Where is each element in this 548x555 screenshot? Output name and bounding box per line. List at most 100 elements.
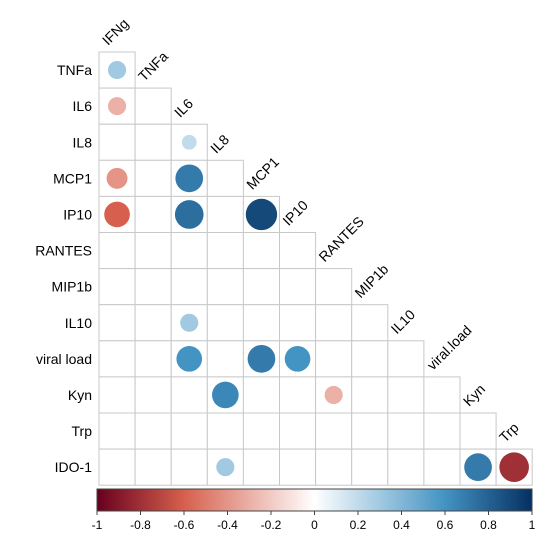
colorbar-tick-label: -1 — [92, 518, 103, 532]
corr-circle-ip10-mcp1 — [245, 198, 278, 231]
grid-cell — [315, 340, 353, 378]
corr-circle-mcp1-ifng — [106, 167, 128, 189]
grid-cell — [98, 232, 136, 270]
grid-cell — [351, 376, 389, 414]
grid-cell — [134, 159, 172, 197]
grid-cell — [206, 268, 244, 306]
grid-cell — [315, 412, 353, 450]
grid-cell — [98, 376, 136, 414]
colorbar-tick-label: 1 — [529, 518, 536, 532]
corr-circle-ip10-il6 — [174, 200, 204, 229]
corr-circle-ip10-ifng — [104, 201, 130, 228]
grid-cell — [170, 412, 208, 450]
grid-cell — [134, 412, 172, 450]
colorbar — [96, 488, 533, 512]
corr-circle-kyn-il8 — [212, 381, 239, 409]
col-label-ip10: IP10 — [279, 197, 311, 229]
corr-circle-tnfa-ifng — [107, 60, 127, 80]
grid-cell — [279, 232, 317, 270]
colorbar-tick-label: 0.6 — [437, 518, 454, 532]
corr-circle-viral-load-ip10 — [284, 346, 311, 372]
col-label-rantes: RANTES — [315, 213, 366, 264]
grid-cell — [351, 304, 389, 342]
grid-cell — [242, 448, 280, 486]
col-label-trp: Trp — [496, 419, 522, 445]
grid-cell — [134, 304, 172, 342]
grid-cell — [170, 376, 208, 414]
col-label-mip1b: MIP1b — [352, 261, 392, 301]
grid-cell — [279, 268, 317, 306]
grid-cell — [98, 268, 136, 306]
row-label-ip10: IP10 — [63, 206, 92, 222]
colorbar-tick-label: -0.2 — [261, 518, 282, 532]
grid-cell — [423, 376, 461, 414]
corr-circle-ido-1-il8 — [216, 458, 235, 477]
grid-cell — [459, 412, 497, 450]
grid-cell — [134, 123, 172, 161]
row-label-kyn: Kyn — [68, 387, 92, 403]
grid-cell — [387, 412, 425, 450]
row-label-il6: IL6 — [73, 98, 93, 114]
grid-cell — [206, 159, 244, 197]
row-labels: TNFa IL6 IL8 MCP1 IP10 RANTES MIP1b IL10 viral l… — [35, 62, 92, 475]
grid-cell — [315, 268, 353, 306]
row-label-rantes: RANTES — [35, 243, 92, 259]
grid-cell — [170, 232, 208, 270]
corr-circle-ido-1-kyn — [464, 453, 492, 481]
row-label-viral-load: viral load — [36, 351, 92, 367]
row-label-trp: Trp — [72, 423, 93, 439]
row-label-il10: IL10 — [65, 315, 92, 331]
col-label-kyn: Kyn — [460, 381, 488, 409]
row-label-tnfa: TNFa — [57, 62, 92, 78]
corr-circle-il8-il6 — [181, 134, 197, 150]
corr-circle-il6-ifng — [107, 97, 127, 116]
col-label-il6: IL6 — [171, 95, 196, 120]
grid-cell — [134, 376, 172, 414]
grid-cell — [206, 304, 244, 342]
grid-cell — [242, 376, 280, 414]
col-label-il8: IL8 — [207, 131, 232, 156]
grid-cell — [387, 448, 425, 486]
colorbar-tick-label: -0.4 — [217, 518, 238, 532]
grid-cell — [98, 304, 136, 342]
colorbar-tick-label: -0.8 — [130, 518, 151, 532]
grid-cell — [134, 268, 172, 306]
grid-cell — [279, 304, 317, 342]
grid-cell — [315, 304, 353, 342]
grid-cell — [242, 268, 280, 306]
col-label-tnfa: TNFa — [135, 48, 171, 84]
grid-cell — [387, 340, 425, 378]
col-label-mcp1: MCP1 — [243, 154, 282, 193]
col-label-il10: IL10 — [388, 306, 419, 337]
colorbar-tick-label: 0.4 — [393, 518, 410, 532]
grid-cell — [134, 87, 172, 125]
grid-cell — [242, 232, 280, 270]
grid-cell — [242, 412, 280, 450]
colorbar-tick-label: 0.2 — [350, 518, 367, 532]
grid-cell — [242, 304, 280, 342]
grid-layer — [98, 51, 533, 486]
corr-circle-il10-il6 — [180, 313, 199, 332]
col-label-viral-load: viral.load — [424, 322, 475, 373]
grid-cell — [279, 412, 317, 450]
grid-cell — [98, 123, 136, 161]
corr-circle-ido-1-trp — [499, 452, 529, 482]
grid-cell — [315, 376, 353, 414]
grid-cell — [279, 376, 317, 414]
col-label-ifng: IFNg — [99, 15, 132, 48]
grid-cell — [279, 448, 317, 486]
corr-circle-mcp1-il6 — [175, 164, 204, 193]
colorbar-tick-label: 0.8 — [480, 518, 497, 532]
grid-cell — [423, 412, 461, 450]
corr-circle-viral-load-mcp1 — [247, 345, 276, 373]
grid-cell — [423, 448, 461, 486]
grid-cell — [206, 195, 244, 233]
grid-cell — [170, 448, 208, 486]
grid-cell — [98, 448, 136, 486]
row-label-mcp1: MCP1 — [53, 170, 92, 186]
corr-circle-kyn-rantes — [324, 385, 343, 405]
colorbar-tick-label: 0 — [311, 518, 318, 532]
grid-cell — [351, 412, 389, 450]
row-label-ido-1: IDO-1 — [55, 459, 93, 475]
grid-cell — [387, 376, 425, 414]
